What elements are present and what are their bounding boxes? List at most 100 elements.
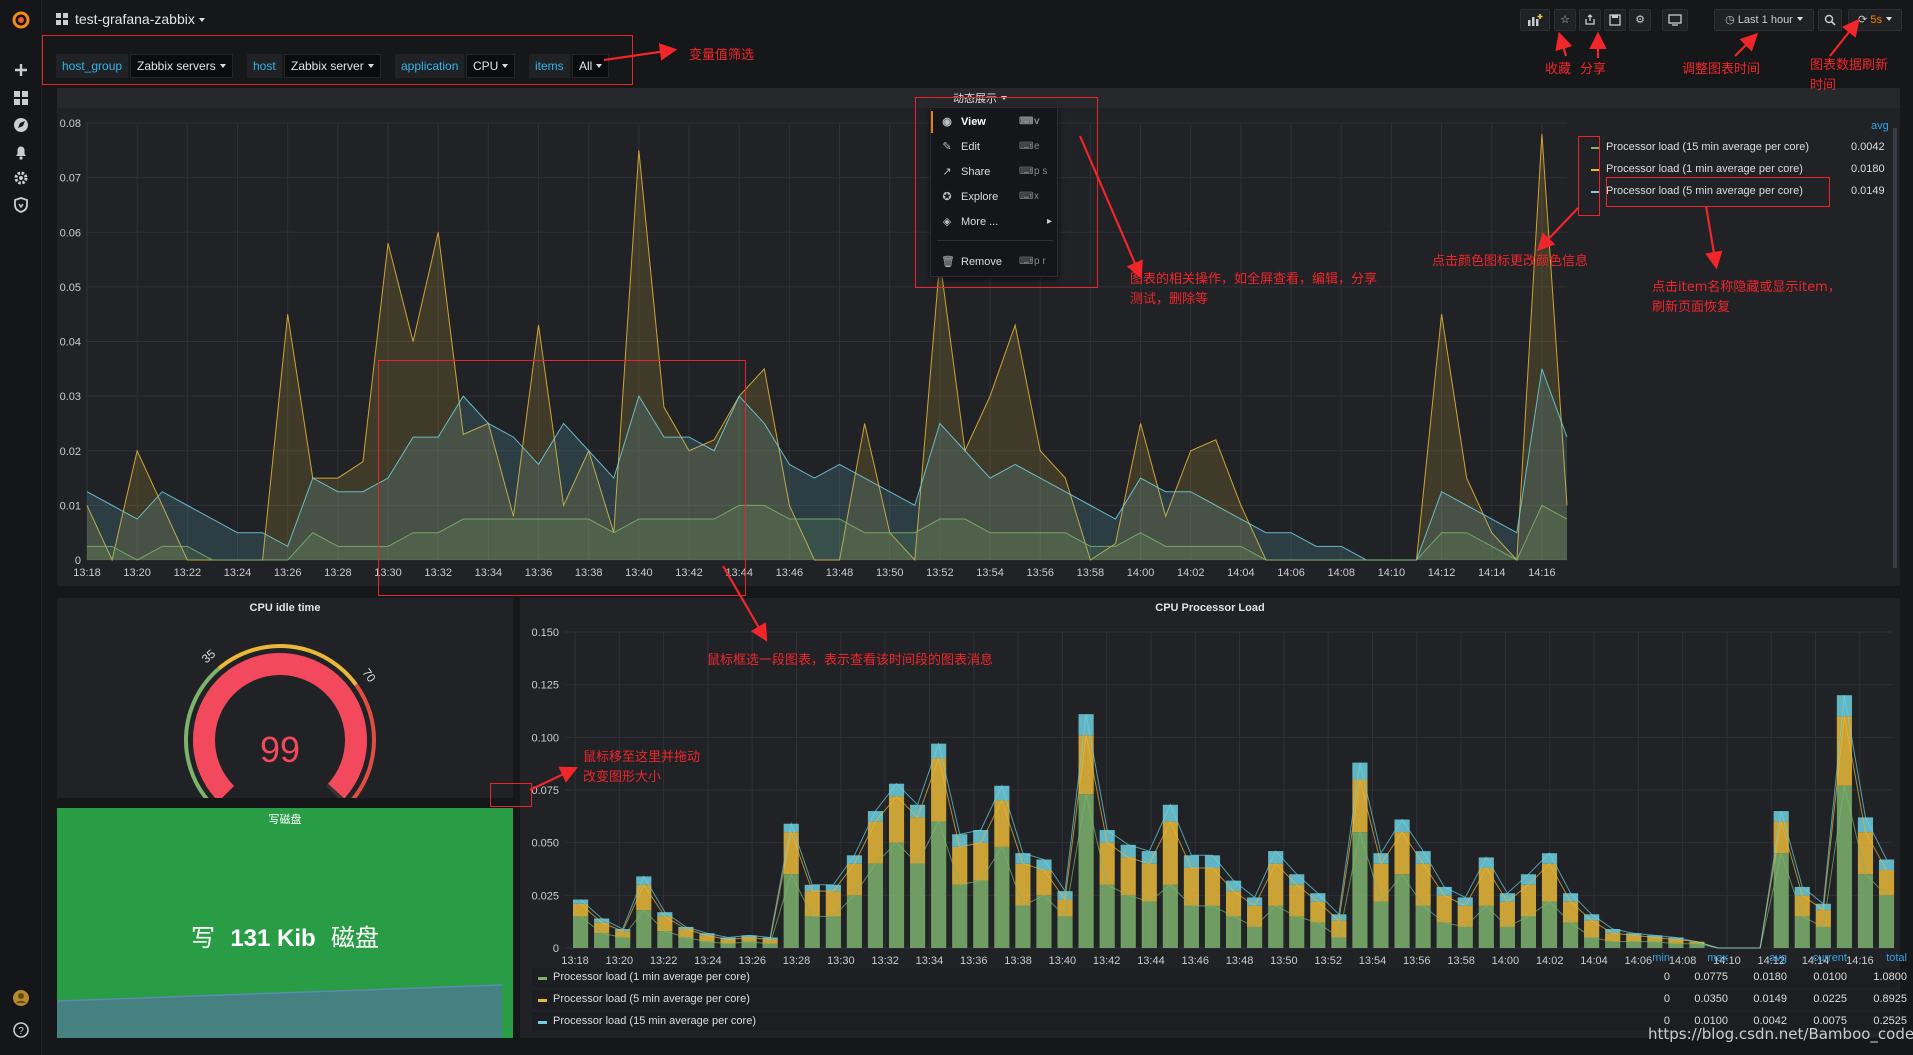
bar-segment [1647,937,1663,942]
legend-value: 1.0800 [1873,971,1907,983]
bar-segment [1120,857,1136,896]
bar-segment [825,884,841,892]
menu-item-shortcut: p s [1034,166,1048,177]
series-line [580,785,1887,949]
variable-select-host-group[interactable]: Zabbix servers [130,54,233,78]
legend-value: 0.0180 [1753,971,1787,983]
disk-stat-panel[interactable]: 写磁盘 写 131 Kib 磁盘 [57,808,513,1038]
panel-scrollbar[interactable] [1893,128,1897,568]
x-tick-label: 13:50 [876,567,904,579]
menu-item-label: View [961,116,986,128]
gauge-value: 99 [260,729,300,770]
legend-column-header[interactable]: avg [1769,952,1787,964]
x-tick-label: 13:22 [650,955,678,967]
cube-icon: ◈ [942,216,952,228]
dashboards-icon[interactable] [11,88,31,108]
explore-icon[interactable] [11,115,31,135]
refresh-button[interactable]: ⟳ 5s [1848,9,1902,31]
bar-segment [1478,905,1494,948]
bar-segment [867,821,884,864]
annotation-resize-2: 改变图形大小 [583,770,662,785]
menu-item-remove[interactable]: 🗑 Remove ⌨ p r [931,251,1059,273]
disk-suffix: 磁盘 [330,924,379,952]
save-button[interactable] [1604,9,1626,31]
series-line [580,695,1887,949]
avatar-icon[interactable] [11,988,31,1008]
legend-color-swatch[interactable] [538,977,547,980]
bar-segment [867,811,884,822]
bar-segment [952,834,968,847]
bar-segment [615,931,631,938]
menu-item-view[interactable]: ◉ View ⌨ v [931,111,1059,133]
variable-select-host[interactable]: Zabbix server [284,54,381,78]
legend-column-header[interactable]: max [1707,952,1728,964]
x-tick-label: 13:30 [374,567,402,579]
bar-segment [1141,901,1157,948]
bar-segment [1057,891,1073,900]
x-tick-label: 14:14 [1478,567,1506,579]
bar-segment [1394,832,1410,875]
legend-column-header[interactable]: total [1886,952,1907,964]
series-area [87,368,1567,560]
legend-item-name[interactable]: Processor load (15 min average per core) [1606,141,1809,153]
x-tick-label: 13:46 [1182,955,1210,967]
menu-item-share[interactable]: ↗ Share ⌨ p s [931,161,1059,183]
bar-segment [1436,895,1452,923]
legend-color-swatch[interactable] [1591,191,1600,193]
legend-color-swatch[interactable] [538,999,547,1002]
menu-item-explore[interactable]: ✪ Explore ⌨ x [931,186,1059,208]
annotation-box-colors [1578,136,1600,216]
annotation-refresh-1: 图表数据刷新 [1810,58,1889,73]
legend-item-name[interactable]: Processor load (1 min average per core) [1606,163,1803,175]
star-button[interactable]: ☆ [1554,9,1576,31]
gear-icon[interactable] [11,168,31,188]
legend-column-header[interactable]: current [1812,952,1847,964]
bar-segment [636,910,652,948]
variable-select-items[interactable]: All [572,54,610,78]
legend-item-name[interactable]: Processor load (5 min average per core) [553,993,750,1005]
legend-color-swatch[interactable] [1591,169,1600,171]
bell-icon[interactable] [11,142,31,162]
zoom-out-button[interactable] [1818,9,1842,31]
menu-item-more[interactable]: ◈ More ... ▸ [931,211,1059,233]
legend-color-swatch[interactable] [1591,147,1600,149]
row-title[interactable]: 动态展示 [900,90,1060,106]
legend-column-header[interactable]: min [1652,952,1670,964]
bar-segment [720,943,736,948]
legend-value: 0.2525 [1873,1015,1907,1027]
x-tick-label: 13:18 [561,955,589,967]
main-area-chart[interactable]: 0 0.01 0.02 0.03 0.04 0.05 0.06 0.07 0.08 13:18 13… [57,108,1900,586]
bar-chart-panel[interactable]: CPU Processor Load 0 0.025 0.050 0.075 0.100… [520,598,1900,1038]
shield-icon[interactable] [11,195,31,215]
legend-item-name[interactable]: Processor load (5 min average per core) [1606,185,1803,197]
bar-segment [825,916,841,948]
legend-row-background [532,990,1898,1009]
settings-button[interactable]: ⚙ [1629,9,1651,31]
x-tick-label: 13:32 [871,955,899,967]
menu-item-edit[interactable]: ✎ Edit ⌨ e [931,136,1059,158]
legend-row-background [532,1012,1898,1031]
y-tick-label: 0.07 [60,173,81,185]
stacked-bar-chart[interactable]: 0 0.025 0.050 0.075 0.100 0.125 0.150 13:18 13:2… [520,618,1900,978]
legend-value: 0.0075 [1813,1015,1847,1027]
legend-item-name[interactable]: Processor load (15 min average per core) [553,1015,756,1027]
dashboard-title[interactable]: test-grafana-zabbix [56,11,205,27]
time-picker-button[interactable]: ◷ Last 1 hour [1714,9,1814,31]
tv-mode-button[interactable] [1662,9,1688,31]
legend-item-name[interactable]: Processor load (1 min average per core) [553,971,750,983]
bar-segment [741,935,757,938]
x-tick-label: 14:06 [1625,955,1653,967]
gauge-panel[interactable]: CPU idle time 9903570100 [57,598,513,830]
legend-color-swatch[interactable] [538,1021,547,1024]
plus-icon[interactable] [11,60,31,80]
help-icon[interactable]: ? [11,1020,31,1040]
bar-segment [1268,863,1284,906]
share-button[interactable] [1579,9,1601,31]
add-panel-button[interactable] [1520,9,1550,31]
bar-segment [1562,922,1579,948]
grafana-logo-icon[interactable] [11,10,31,30]
annotation-panel-ops-1: 图表的相关操作，如全屏查看，编辑，分享 [1130,272,1378,287]
edit-icon: ✎ [942,141,952,153]
trash-icon: 🗑 [941,256,955,268]
variable-select-application[interactable]: CPU [466,54,516,78]
